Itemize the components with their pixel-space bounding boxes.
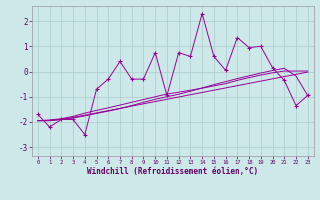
X-axis label: Windchill (Refroidissement éolien,°C): Windchill (Refroidissement éolien,°C) [87, 167, 258, 176]
